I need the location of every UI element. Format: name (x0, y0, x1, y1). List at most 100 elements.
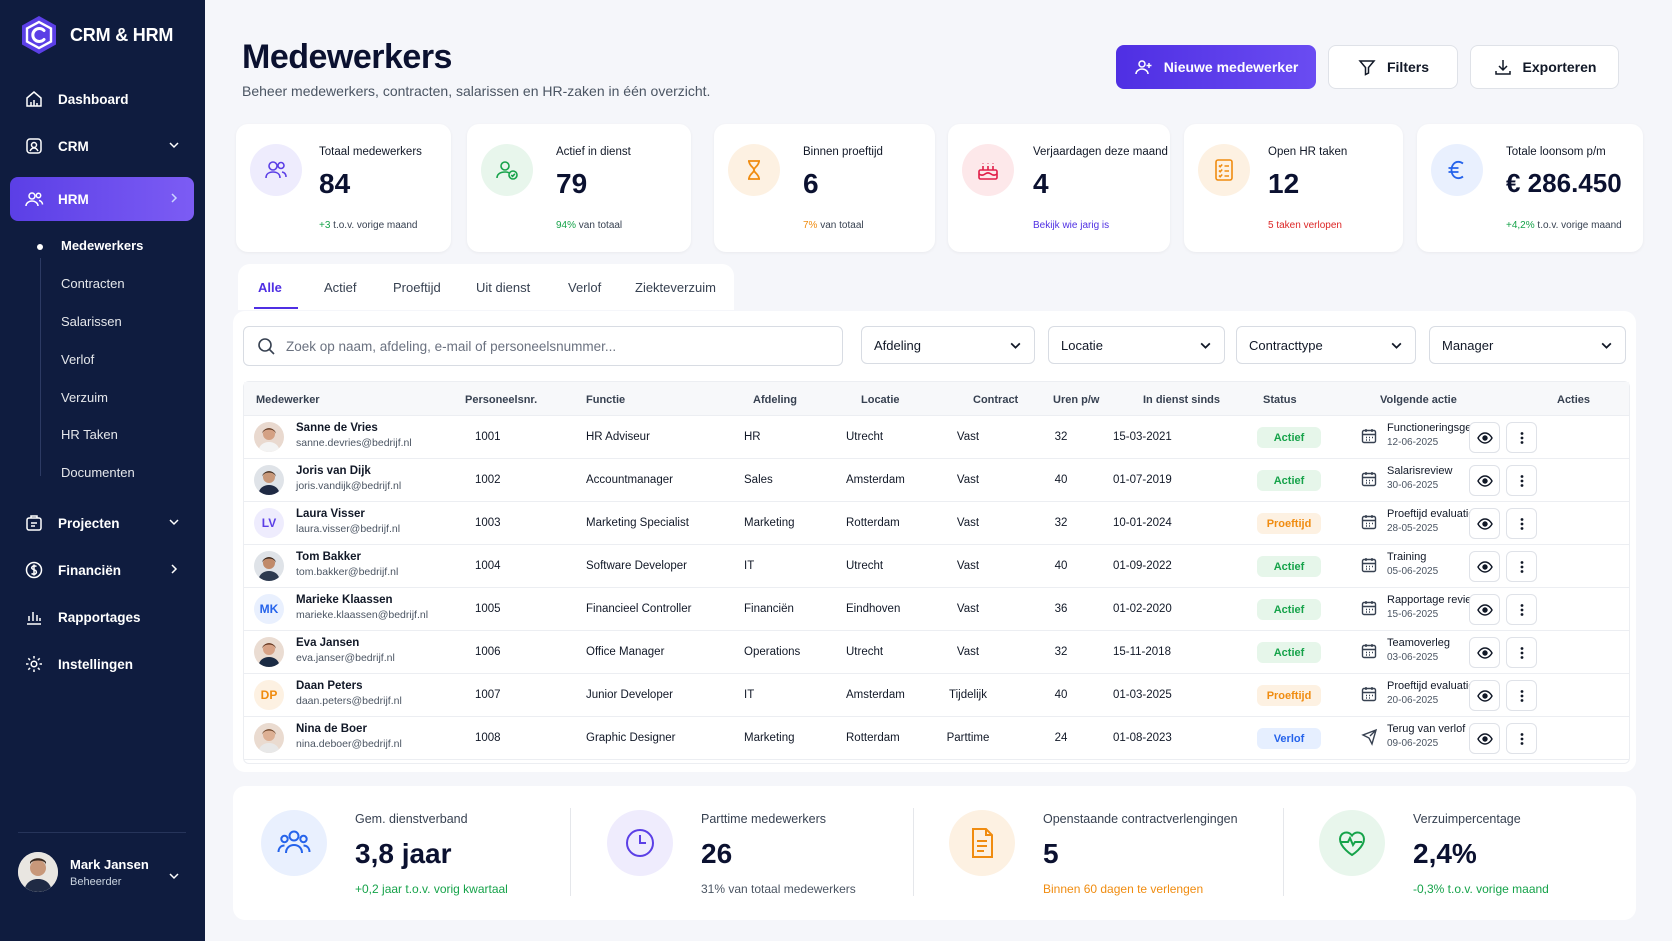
app-logo[interactable]: CRM & HRM (20, 15, 173, 55)
employees-card: Zoek op naam, afdeling, e-mail of person… (233, 311, 1636, 772)
submenu-documenten[interactable]: Documenten (61, 465, 135, 480)
page-title: Medewerkers (242, 38, 452, 76)
col-volgende-actie[interactable]: Volgende actie (1380, 394, 1457, 406)
sidebar-item-label: Rapportages (58, 609, 141, 625)
filter-contracttype[interactable]: Contracttype (1236, 326, 1416, 364)
employee-name[interactable]: Joris van Dijk (296, 465, 371, 477)
view-button[interactable] (1469, 680, 1500, 711)
more-button[interactable] (1506, 508, 1537, 539)
employee-contract: Vast (956, 560, 980, 572)
filters-button[interactable]: Filters (1328, 45, 1458, 89)
more-button[interactable] (1506, 723, 1537, 754)
submenu-verzuim[interactable]: Verzuim (61, 390, 108, 405)
search-input[interactable]: Zoek op naam, afdeling, e-mail of person… (243, 326, 843, 366)
view-button[interactable] (1469, 422, 1500, 453)
employee-department: Marketing (744, 517, 795, 529)
more-vertical-icon (1520, 431, 1523, 444)
tab-proeftijd[interactable]: Proeftijd (393, 280, 441, 295)
col-medewerker[interactable]: Medewerker (256, 394, 320, 406)
view-button[interactable] (1469, 508, 1500, 539)
employee-name[interactable]: Nina de Boer (296, 723, 367, 735)
col-personeelsnr[interactable]: Personeelsnr. (465, 394, 538, 406)
employee-start-date: 01-03-2025 (1113, 689, 1172, 701)
more-button[interactable] (1506, 637, 1537, 668)
more-button[interactable] (1506, 680, 1537, 711)
more-button[interactable] (1506, 594, 1537, 625)
tab-ziekteverzuim[interactable]: Ziekteverzuim (635, 280, 716, 295)
submenu-verlof[interactable]: Verlof (61, 352, 95, 367)
chevron-down-icon[interactable] (168, 870, 180, 882)
table-row[interactable]: DP Daan Peters daan.peters@bedrijf.nl 1007 J… (244, 674, 1629, 717)
tab-actief[interactable]: Actief (324, 280, 357, 295)
calendar-icon (1361, 687, 1377, 702)
table-row[interactable]: LV Laura Visser laura.visser@bedrijf.nl 100… (244, 502, 1629, 545)
view-button[interactable] (1469, 637, 1500, 668)
tab-alle[interactable]: Alle (258, 280, 282, 295)
employee-name[interactable]: Marieke Klaassen (296, 594, 393, 606)
new-employee-button[interactable]: Nieuwe medewerker (1116, 45, 1316, 89)
more-button[interactable] (1506, 465, 1537, 496)
col-contract[interactable]: Contract (973, 394, 1019, 406)
sidebar-item-financien[interactable]: Financiën (10, 548, 194, 592)
employee-function: Software Developer (586, 560, 687, 572)
sidebar-item-crm[interactable]: CRM (10, 124, 194, 168)
table-row[interactable]: Nina de Boer nina.deboer@bedrijf.nl 1008 Gr… (244, 717, 1629, 760)
table-row[interactable]: Joris van Dijk joris.vandijk@bedrijf.nl 10… (244, 459, 1629, 502)
status-badge: Actief (1257, 642, 1321, 663)
employee-start-date: 15-03-2021 (1113, 431, 1172, 443)
more-button[interactable] (1506, 422, 1537, 453)
avatar (254, 551, 284, 581)
tab-uit-dienst[interactable]: Uit dienst (476, 280, 531, 295)
sidebar-item-instellingen[interactable]: Instellingen (10, 642, 194, 686)
tab-verlof[interactable]: Verlof (568, 280, 602, 295)
employee-name[interactable]: Sanne de Vries (296, 422, 378, 434)
user-profile[interactable]: Mark Jansen Beheerder (18, 852, 149, 892)
sidebar-item-dashboard[interactable]: Dashboard (10, 77, 194, 121)
table-row[interactable]: Tom Bakker tom.bakker@bedrijf.nl 1004 Softw… (244, 545, 1629, 588)
employee-email: laura.visser@bedrijf.nl (296, 523, 401, 535)
stat-value: € 286.450 (1506, 168, 1622, 198)
employee-contract: Vast (956, 474, 980, 486)
sidebar-item-hrm[interactable]: HRM (10, 177, 194, 221)
sidebar-item-rapportages[interactable]: Rapportages (10, 595, 194, 639)
sidebar-item-projecten[interactable]: Projecten (10, 501, 194, 545)
table-row[interactable]: MK Marieke Klaassen marieke.klaassen@bedri… (244, 588, 1629, 631)
view-button[interactable] (1469, 594, 1500, 625)
checklist-icon (1198, 144, 1250, 196)
stat-value: 84 (319, 168, 351, 199)
employee-hours: 40 (1054, 474, 1068, 486)
employee-contract: Vast (956, 517, 980, 529)
more-button[interactable] (1506, 551, 1537, 582)
filter-locatie[interactable]: Locatie (1048, 326, 1225, 364)
export-button[interactable]: Exporteren (1470, 45, 1619, 89)
calendar-icon (1361, 644, 1377, 659)
view-button[interactable] (1469, 551, 1500, 582)
submenu-medewerkers[interactable]: Medewerkers (61, 238, 144, 253)
employee-name[interactable]: Daan Peters (296, 680, 363, 692)
filter-afdeling[interactable]: Afdeling (861, 326, 1035, 364)
user-name: Mark Jansen (70, 856, 149, 872)
active-dot (37, 244, 43, 250)
submenu-hr-taken[interactable]: HR Taken (61, 427, 118, 442)
col-in-dienst[interactable]: In dienst sinds (1143, 394, 1221, 406)
col-functie[interactable]: Functie (586, 394, 626, 406)
col-afdeling[interactable]: Afdeling (753, 394, 797, 406)
table-row[interactable]: Eva Jansen eva.janser@bedrijf.nl 1006 Offic… (244, 631, 1629, 674)
view-button[interactable] (1469, 465, 1500, 496)
employee-location: Amsterdam (846, 474, 905, 486)
stat-value: 6 (803, 168, 819, 199)
col-locatie[interactable]: Locatie (861, 394, 900, 406)
birthdays-link[interactable]: Bekijk wie jarig is (1033, 220, 1110, 231)
employee-name[interactable]: Tom Bakker (296, 551, 361, 563)
employee-department: HR (744, 431, 761, 443)
submenu-contracten[interactable]: Contracten (61, 276, 125, 291)
employee-name[interactable]: Eva Jansen (296, 637, 360, 649)
summary-label: Openstaande contractverlengingen (1043, 812, 1238, 826)
col-status[interactable]: Status (1263, 394, 1297, 406)
filter-manager[interactable]: Manager (1429, 326, 1626, 364)
submenu-salarissen[interactable]: Salarissen (61, 314, 122, 329)
employee-name[interactable]: Laura Visser (296, 508, 365, 520)
table-row[interactable]: Sanne de Vries sanne.devries@bedrijf.nl 10… (244, 416, 1629, 459)
col-uren[interactable]: Uren p/w (1053, 394, 1100, 406)
view-button[interactable] (1469, 723, 1500, 754)
